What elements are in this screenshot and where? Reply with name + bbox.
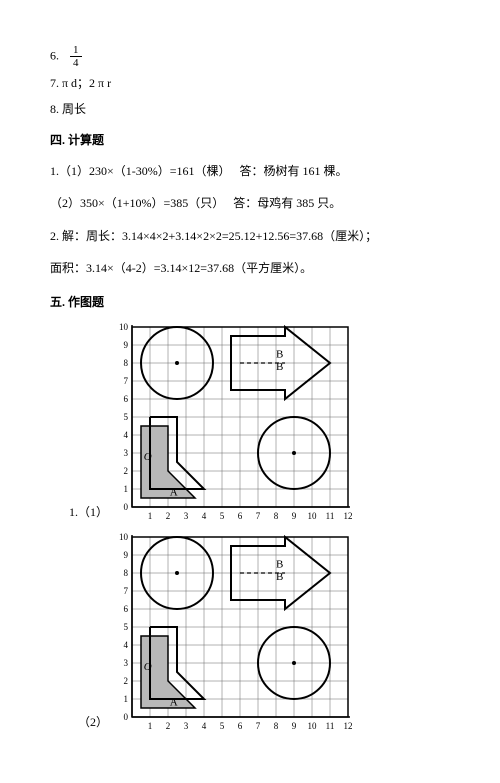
svg-text:9: 9 bbox=[292, 721, 297, 731]
svg-text:4: 4 bbox=[124, 640, 129, 650]
svg-text:7: 7 bbox=[124, 586, 129, 596]
svg-text:2: 2 bbox=[166, 511, 171, 521]
figure-2-label: （2） bbox=[50, 712, 108, 734]
svg-text:6: 6 bbox=[124, 604, 129, 614]
item-6-number: 6. bbox=[50, 48, 59, 62]
svg-text:8: 8 bbox=[124, 568, 129, 578]
svg-text:9: 9 bbox=[124, 340, 129, 350]
svg-text:1: 1 bbox=[148, 511, 153, 521]
svg-text:9: 9 bbox=[292, 511, 297, 521]
section-4-title: 四. 计算题 bbox=[50, 130, 450, 152]
figure-2: 012345678910123456789101112BBOA bbox=[114, 533, 352, 733]
svg-text:2: 2 bbox=[166, 721, 171, 731]
svg-text:12: 12 bbox=[344, 721, 353, 731]
svg-text:12: 12 bbox=[344, 511, 353, 521]
section-5-title: 五. 作图题 bbox=[50, 292, 450, 314]
svg-text:1: 1 bbox=[124, 484, 129, 494]
svg-text:A: A bbox=[170, 486, 178, 498]
svg-text:0: 0 bbox=[124, 502, 129, 512]
svg-text:10: 10 bbox=[308, 721, 318, 731]
svg-text:11: 11 bbox=[326, 511, 335, 521]
svg-text:6: 6 bbox=[238, 511, 243, 521]
q2-line2: 面积：3.14×（4-2）=3.14×12=37.68（平方厘米）。 bbox=[50, 255, 450, 281]
svg-text:10: 10 bbox=[308, 511, 318, 521]
svg-text:4: 4 bbox=[202, 721, 207, 731]
q1-part1: 1.（1）230×（1-30%）=161（棵） 答：杨树有 161 棵。 bbox=[50, 158, 450, 184]
svg-text:4: 4 bbox=[124, 430, 129, 440]
svg-text:B: B bbox=[276, 571, 283, 583]
svg-text:5: 5 bbox=[124, 622, 129, 632]
svg-text:O: O bbox=[144, 451, 152, 463]
svg-text:7: 7 bbox=[256, 721, 261, 731]
svg-text:5: 5 bbox=[220, 511, 225, 521]
svg-text:4: 4 bbox=[202, 511, 207, 521]
svg-text:7: 7 bbox=[256, 511, 261, 521]
svg-text:6: 6 bbox=[124, 394, 129, 404]
svg-text:5: 5 bbox=[124, 412, 129, 422]
svg-text:7: 7 bbox=[124, 376, 129, 386]
svg-text:2: 2 bbox=[124, 466, 129, 476]
svg-text:10: 10 bbox=[119, 323, 129, 332]
svg-text:0: 0 bbox=[124, 712, 129, 722]
svg-text:11: 11 bbox=[326, 721, 335, 731]
svg-text:3: 3 bbox=[184, 511, 189, 521]
svg-text:6: 6 bbox=[238, 721, 243, 731]
svg-text:O: O bbox=[144, 661, 152, 673]
svg-text:B: B bbox=[276, 559, 283, 571]
figure-1-label: 1.（1） bbox=[50, 502, 108, 524]
svg-text:3: 3 bbox=[124, 658, 129, 668]
svg-text:1: 1 bbox=[124, 694, 129, 704]
svg-text:10: 10 bbox=[119, 533, 129, 542]
svg-text:2: 2 bbox=[124, 676, 129, 686]
item-6: 6. 1 4 bbox=[50, 44, 450, 69]
svg-text:B: B bbox=[276, 349, 283, 361]
fraction-denominator: 4 bbox=[70, 57, 82, 69]
svg-text:8: 8 bbox=[274, 721, 279, 731]
fraction-numerator: 1 bbox=[70, 44, 82, 57]
q2-line1: 2. 解：周长：3.14×4×2+3.14×2×2=25.12+12.56=37… bbox=[50, 223, 450, 249]
svg-text:3: 3 bbox=[124, 448, 129, 458]
item-8: 8. 周长 bbox=[50, 99, 450, 121]
figure-1-row: 1.（1） 012345678910123456789101112BBOA bbox=[50, 323, 450, 523]
svg-text:5: 5 bbox=[220, 721, 225, 731]
svg-text:B: B bbox=[276, 361, 283, 373]
figure-2-row: （2） 012345678910123456789101112BBOA bbox=[50, 533, 450, 733]
svg-text:9: 9 bbox=[124, 550, 129, 560]
svg-text:3: 3 bbox=[184, 721, 189, 731]
svg-text:8: 8 bbox=[124, 358, 129, 368]
item-7: 7. π d；2 π r bbox=[50, 73, 450, 95]
svg-text:8: 8 bbox=[274, 511, 279, 521]
svg-text:1: 1 bbox=[148, 721, 153, 731]
figure-1: 012345678910123456789101112BBOA bbox=[114, 323, 352, 523]
fraction: 1 4 bbox=[70, 44, 82, 69]
q1-part2: （2）350×（1+10%）=385（只） 答：母鸡有 385 只。 bbox=[50, 190, 450, 216]
